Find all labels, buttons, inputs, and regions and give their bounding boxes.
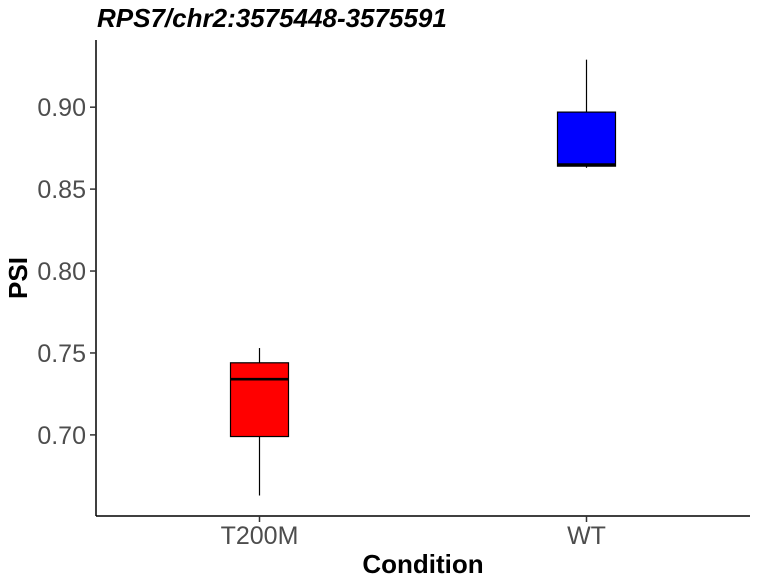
y-axis-title: PSI <box>3 257 33 299</box>
box-t200m <box>229 348 290 496</box>
x-tick-label: WT <box>567 522 606 550</box>
x-axis-ticks: T200M WT <box>221 516 606 550</box>
y-tick-label: 0.75 <box>37 340 86 368</box>
box-body <box>229 362 290 438</box>
y-axis-ticks: 0.70 0.75 0.80 0.85 0.90 <box>37 94 96 450</box>
chart-title: RPS7/chr2:3575448-3575591 <box>97 3 447 33</box>
x-axis-title: Condition <box>362 549 483 579</box>
plot-area <box>229 59 617 496</box>
y-tick-label: 0.70 <box>37 422 86 450</box>
y-tick-label: 0.90 <box>37 94 86 122</box>
x-tick-label: T200M <box>221 522 299 550</box>
y-tick-label: 0.80 <box>37 258 86 286</box>
box-wt <box>556 59 617 168</box>
box-body <box>556 111 617 167</box>
y-tick-label: 0.85 <box>37 176 86 204</box>
